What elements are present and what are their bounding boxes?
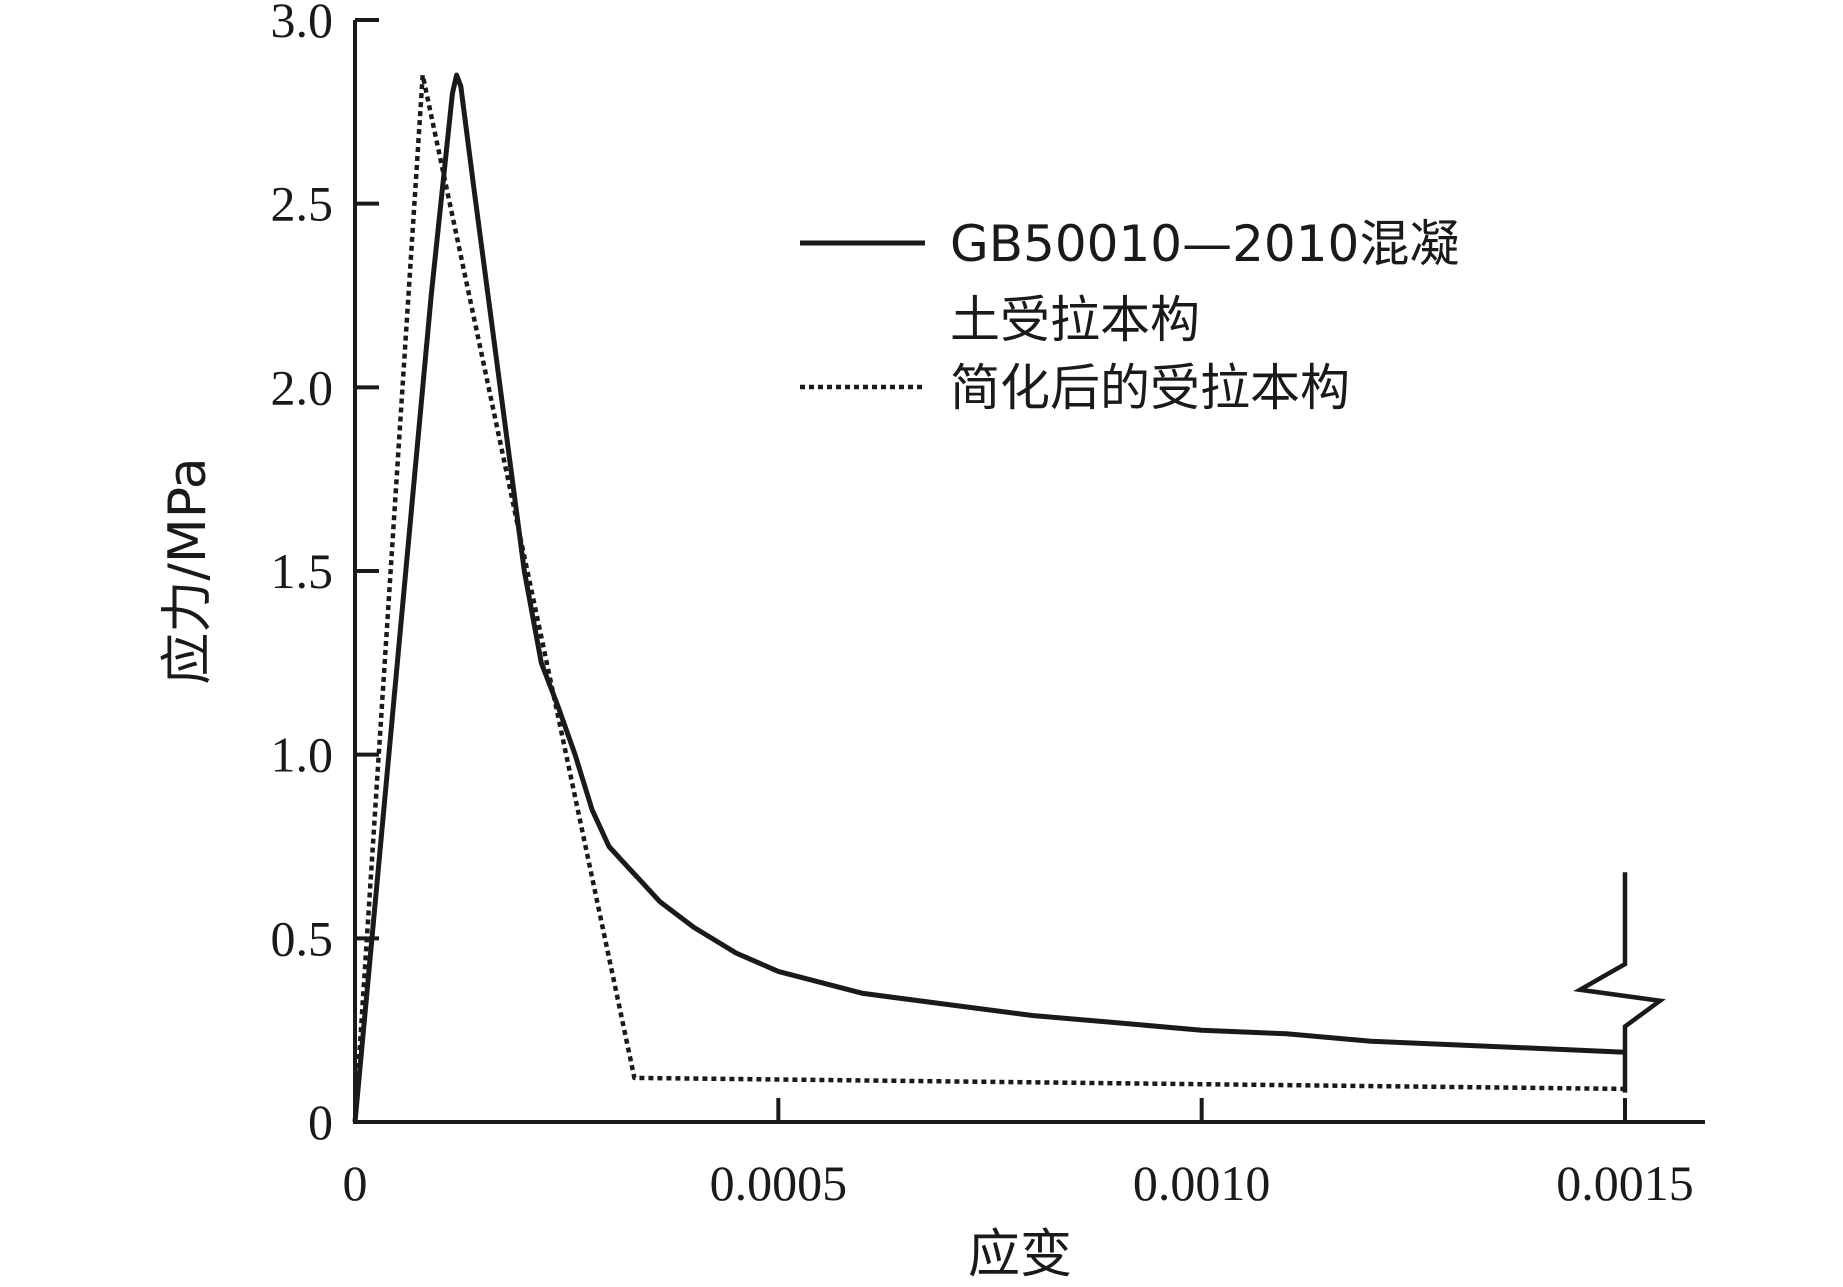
legend-label-2: 简化后的受拉本构 bbox=[950, 359, 1350, 417]
y-tick-label: 0 bbox=[308, 1094, 333, 1150]
series-line-2 bbox=[352, 72, 1626, 1123]
axes bbox=[353, 20, 1705, 1124]
ticks: 0 0.5 1.0 1.5 2.0 2.5 3.0 0 0.0005 0.0010 0.0015 bbox=[271, 0, 1694, 1211]
y-tick-label: 1.0 bbox=[271, 727, 334, 783]
x-tick-label: 0 bbox=[343, 1155, 368, 1211]
y-tick-label: 2.0 bbox=[271, 359, 334, 415]
y-tick-label: 0.5 bbox=[271, 910, 334, 966]
legend-label-1: GB50010—2010混凝 bbox=[950, 215, 1459, 273]
y-axis-title: 应力/MPa bbox=[158, 457, 218, 684]
axis-break-marker bbox=[1573, 872, 1666, 1093]
legend-label-1: 土受拉本构 bbox=[950, 291, 1200, 349]
y-tick-label: 3.0 bbox=[271, 0, 334, 48]
y-tick-label: 1.5 bbox=[271, 543, 334, 599]
x-tick-label: 0.0005 bbox=[710, 1155, 848, 1211]
series-group bbox=[352, 72, 1666, 1123]
x-tick-label: 0.0010 bbox=[1133, 1155, 1271, 1211]
x-axis-title: 应变 bbox=[968, 1225, 1072, 1285]
x-tick-label: 0.0015 bbox=[1556, 1155, 1694, 1211]
series-line-1 bbox=[352, 72, 1626, 1123]
y-tick-label: 2.5 bbox=[271, 176, 334, 232]
